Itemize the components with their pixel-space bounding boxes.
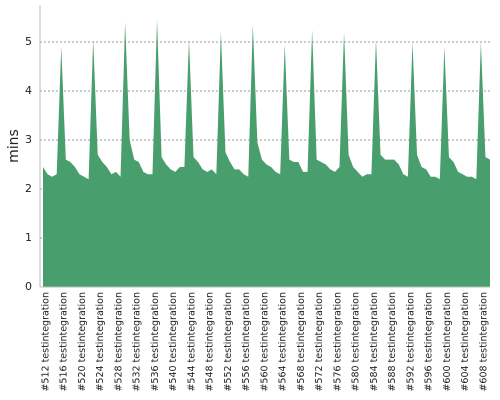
- x-tick-label: #548 testintegration: [205, 292, 216, 392]
- x-tick-label: #516 testintegration: [59, 292, 70, 392]
- x-tick-label: #576 testintegration: [332, 292, 343, 392]
- x-tick-label: #536 testintegration: [150, 292, 161, 392]
- x-tick-label: #600 testintegration: [442, 292, 453, 392]
- y-tick-label: 2: [25, 182, 32, 195]
- x-tick-label: #592 testintegration: [405, 292, 416, 392]
- x-tick-label: #528 testintegration: [113, 292, 124, 392]
- y-tick-label: 4: [25, 84, 32, 97]
- x-tick-label: #556 testintegration: [241, 292, 252, 392]
- x-tick-label: #560 testintegration: [259, 292, 270, 392]
- x-tick-label: #596 testintegration: [424, 292, 435, 392]
- x-tick-label: #564 testintegration: [278, 292, 289, 392]
- x-tick-label: #524 testintegration: [95, 292, 106, 392]
- x-tick-label: #552 testintegration: [223, 292, 234, 392]
- x-tick-label: #588 testintegration: [387, 292, 398, 392]
- area: [43, 19, 490, 287]
- x-tick-label: #512 testintegration: [41, 292, 52, 392]
- y-tick-label: 0: [25, 280, 32, 293]
- x-tick-label: #568 testintegration: [296, 292, 307, 392]
- x-tick-label: #544 testintegration: [186, 292, 197, 392]
- x-tick-label: #520 testintegration: [77, 292, 88, 392]
- y-tick-label: 1: [25, 231, 32, 244]
- y-tick-label: 5: [25, 35, 32, 48]
- x-tick-label: #584 testintegration: [369, 292, 380, 392]
- x-tick-label: #608 testintegration: [478, 292, 489, 392]
- x-tick-label: #572 testintegration: [314, 292, 325, 392]
- x-tick-label: #580 testintegration: [351, 292, 362, 392]
- y-tick-label: 3: [25, 133, 32, 146]
- x-tick-label: #604 testintegration: [460, 292, 471, 392]
- x-tick-label: #540 testintegration: [168, 292, 179, 392]
- y-axis-label: mins: [6, 129, 22, 163]
- x-tick-label: #532 testintegration: [132, 292, 143, 392]
